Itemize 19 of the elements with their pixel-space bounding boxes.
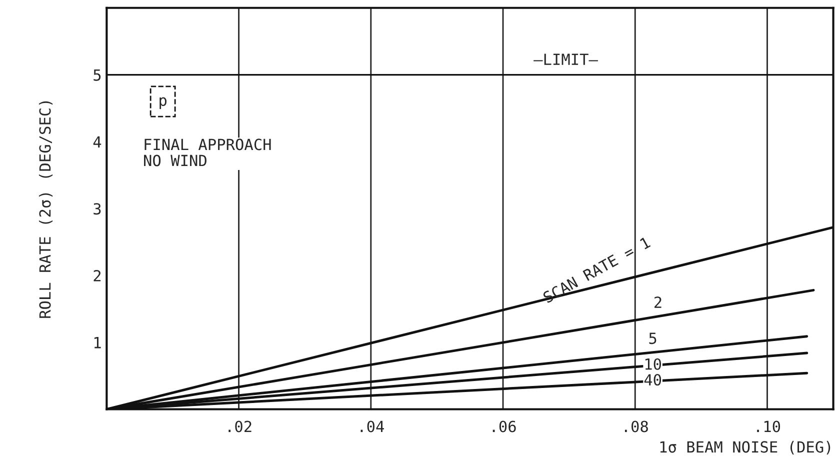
annotation: p (160, 97, 166, 109)
series-label: 40 (644, 374, 662, 386)
y-axis-title: ROLL RATE (2σ) (DEG/SEC) (38, 101, 53, 318)
x-tick-label: .06 (492, 420, 516, 432)
y-tick-label: 2 (94, 270, 101, 282)
annotation: FINAL APPROACH NO WIND (144, 138, 271, 166)
x-tick-label: .08 (624, 420, 648, 432)
x-tick-label: .04 (360, 420, 384, 432)
y-tick-label: 4 (93, 136, 102, 148)
series-label: 10 (645, 358, 662, 370)
y-tick-label: 1 (94, 337, 101, 348)
y-tick-label: 3 (94, 203, 101, 215)
series-label: 5 (649, 332, 656, 344)
x-tick-label: .10 (757, 420, 780, 432)
x-tick-label: .02 (228, 420, 252, 432)
x-axis-title: 1σ BEAM NOISE (DEG) (660, 440, 830, 454)
series-label: 2 (654, 296, 662, 308)
ref-line-label: —LIMIT— (534, 54, 598, 65)
y-tick-label: 5 (94, 69, 101, 81)
